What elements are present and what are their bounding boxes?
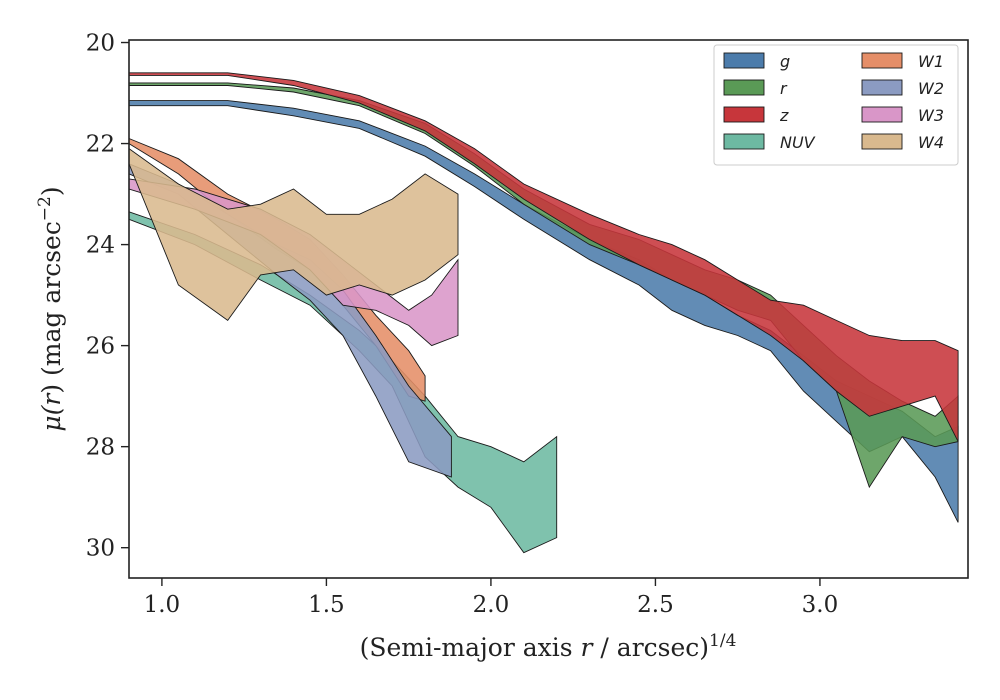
legend-label-r: r (780, 79, 788, 98)
y-axis-title: μ(r) (mag arcsec−2) (35, 186, 66, 431)
x-tick-label: 2.5 (637, 592, 674, 618)
legend-swatch-w2 (861, 79, 903, 96)
legend-label-z: z (779, 106, 789, 125)
legend-swatch-r (723, 79, 765, 96)
y-tick-label: 22 (86, 132, 115, 158)
y-tick-label: 28 (86, 435, 115, 461)
x-tick-label: 2.0 (473, 592, 510, 618)
legend-label-w4: W4 (918, 133, 944, 152)
y-tick-label: 24 (86, 233, 115, 259)
x-tick-label: 3.0 (802, 592, 839, 618)
legend-swatch-w4 (861, 133, 903, 150)
y-axis: 20 22 24 26 28 30 (86, 31, 129, 562)
axes-frame (128, 39, 969, 579)
y-tick-label: 26 (86, 334, 115, 360)
legend-swatch-w3 (861, 106, 903, 123)
legend-label-g: g (780, 52, 790, 71)
plot-areas (128, 72, 959, 554)
legend-label-w2: W2 (918, 79, 944, 98)
legend-swatch-nuv (723, 133, 765, 150)
x-axis: 1.0 1.5 2.0 2.5 3.0 (144, 578, 839, 618)
band-z (128, 72, 959, 442)
legend-label-nuv: NUV (780, 133, 816, 152)
legend-swatch-w1 (861, 52, 903, 69)
y-tick-label: 20 (86, 31, 115, 57)
legend-swatch-z (723, 106, 765, 123)
x-tick-label: 1.5 (308, 592, 345, 618)
band-w4 (128, 147, 459, 322)
y-tick-label: 30 (86, 536, 115, 562)
legend-label-w1: W1 (918, 52, 944, 71)
x-axis-title: (Semi-major axis r / arcsec)1/4 (360, 631, 737, 662)
legend: grz NUV W1 W2 W3 W4 (713, 44, 959, 166)
legend-swatch-g (723, 52, 765, 69)
x-tick-label: 1.0 (144, 592, 181, 618)
legend-label-w3: W3 (918, 106, 944, 125)
